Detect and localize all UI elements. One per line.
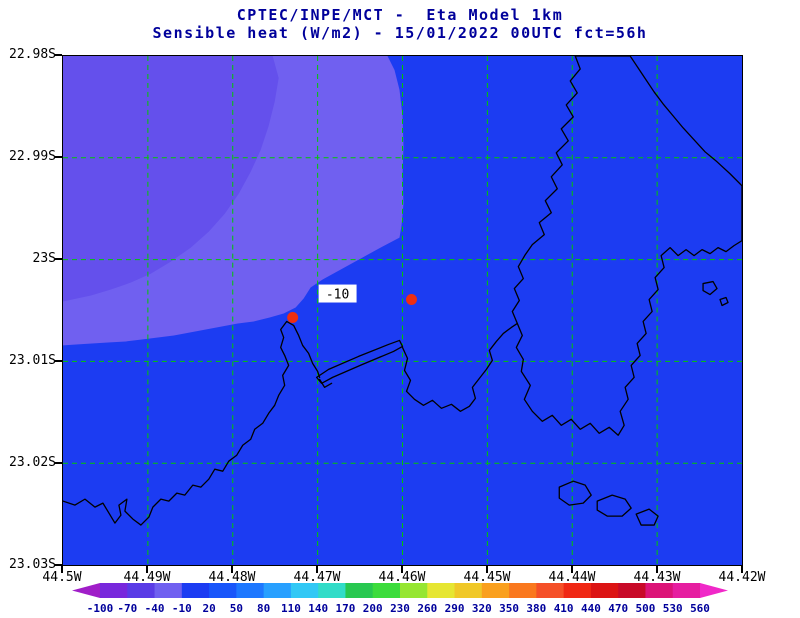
- y-axis-label: 23.03S: [9, 557, 56, 572]
- colorbar-label: 500: [636, 602, 656, 615]
- colorbar-cell: [509, 583, 537, 598]
- colorbar-label: 230: [390, 602, 410, 615]
- colorbar-cell: [236, 583, 265, 598]
- y-axis-label: 22.99S: [9, 149, 56, 164]
- colorbar-cell: [154, 583, 183, 598]
- y-axis-tick: [55, 564, 62, 566]
- colorbar-label: -70: [117, 602, 137, 615]
- colorbar-cell: [209, 583, 237, 598]
- grid-lines: [63, 56, 742, 565]
- colorbar-label: 320: [472, 602, 492, 615]
- shade-region-corner: [63, 56, 279, 302]
- colorbar-cell: [645, 583, 674, 598]
- colorbar-cell: [127, 583, 156, 598]
- colorbar-label: 440: [581, 602, 601, 615]
- x-axis-tick: [61, 566, 63, 573]
- colorbar-label: 170: [336, 602, 356, 615]
- island-south-2: [596, 494, 632, 517]
- chart-title: CPTEC/INPE/MCT - Eta Model 1km: [236, 6, 564, 24]
- station-markers: [287, 294, 417, 323]
- chart-subtitle: Sensible heat (W/m2) - 15/01/2022 00UTC …: [152, 24, 648, 42]
- colorbar-cell: [181, 583, 210, 598]
- colorbar-cell: [100, 583, 128, 598]
- x-axis-tick: [146, 566, 148, 573]
- colorbar-cell: [290, 583, 319, 598]
- island-south-1: [558, 480, 592, 506]
- station-marker: [405, 294, 417, 306]
- y-axis-tick: [55, 258, 62, 260]
- colorbar-label: 20: [202, 602, 215, 615]
- coastline: [63, 56, 742, 526]
- colorbar-cell: [427, 583, 456, 598]
- coastline-west: [63, 320, 321, 526]
- x-axis-tick: [231, 566, 233, 573]
- colorbar-right-arrow: [700, 583, 728, 598]
- colorbar-label: 200: [363, 602, 383, 615]
- y-axis-label: 23.01S: [9, 353, 56, 368]
- x-axis-tick: [656, 566, 658, 573]
- colorbar-left-arrow: [72, 583, 100, 598]
- y-axis-label: 22.98S: [9, 47, 56, 62]
- colorbar-label: 260: [417, 602, 437, 615]
- x-axis-tick: [486, 566, 488, 573]
- contour-label-box: [318, 284, 357, 303]
- y-axis-label: 23S: [32, 251, 56, 266]
- island-small-1: [702, 280, 718, 296]
- colorbar-cell: [372, 583, 401, 598]
- colorbar-label: 110: [281, 602, 301, 615]
- colorbar-label: 50: [230, 602, 243, 615]
- colorbar-label: -100: [87, 602, 114, 615]
- harbor-line: [318, 378, 333, 388]
- colorbar-cell: [618, 583, 646, 598]
- x-axis-tick: [316, 566, 318, 573]
- colorbar-cell: [263, 583, 292, 598]
- contour-label: -10: [318, 284, 357, 303]
- colorbar-cell: [481, 583, 510, 598]
- colorbar-cell: [672, 583, 701, 598]
- colorbar-cell: [318, 583, 346, 598]
- island-small-2: [719, 296, 729, 307]
- map-plot-area: -10: [62, 55, 743, 566]
- colorbar-cell: [454, 583, 483, 598]
- colorbar-cell: [590, 583, 619, 598]
- y-axis-tick: [55, 360, 62, 362]
- colorbar-cell: [536, 583, 565, 598]
- island-south-3: [635, 508, 659, 526]
- coastline-central: [401, 322, 518, 412]
- colorbar-label: 80: [257, 602, 270, 615]
- map-canvas: -10: [63, 56, 742, 565]
- island-sliver: [315, 339, 404, 385]
- colorbar-label: 470: [608, 602, 628, 615]
- x-axis-tick: [741, 566, 743, 573]
- colorbar-label: -40: [145, 602, 165, 615]
- colorbar-label: 410: [554, 602, 574, 615]
- y-axis-tick: [55, 156, 62, 158]
- colorbar-label: -10: [172, 602, 192, 615]
- x-axis-tick: [571, 566, 573, 573]
- colorbar-label: 560: [690, 602, 710, 615]
- coastline-east-landmass: [511, 56, 742, 436]
- colorbar-label: 290: [445, 602, 465, 615]
- colorbar-label: 530: [663, 602, 683, 615]
- colorbar-cell: [345, 583, 374, 598]
- station-marker: [287, 311, 299, 323]
- colorbar-label: 350: [499, 602, 519, 615]
- colorbar-label: 380: [526, 602, 546, 615]
- colorbar-cell: [563, 583, 592, 598]
- y-axis-tick: [55, 54, 62, 56]
- y-axis-label: 23.02S: [9, 455, 56, 470]
- colorbar-cell: [400, 583, 428, 598]
- y-axis-tick: [55, 462, 62, 464]
- colorbar-label: 140: [308, 602, 328, 615]
- x-axis-tick: [401, 566, 403, 573]
- contour-label-text: -10: [326, 288, 349, 303]
- colorbar: -100 -70 -40 -10 20 50 80 110 140 170 200 230 260 290…: [72, 583, 728, 615]
